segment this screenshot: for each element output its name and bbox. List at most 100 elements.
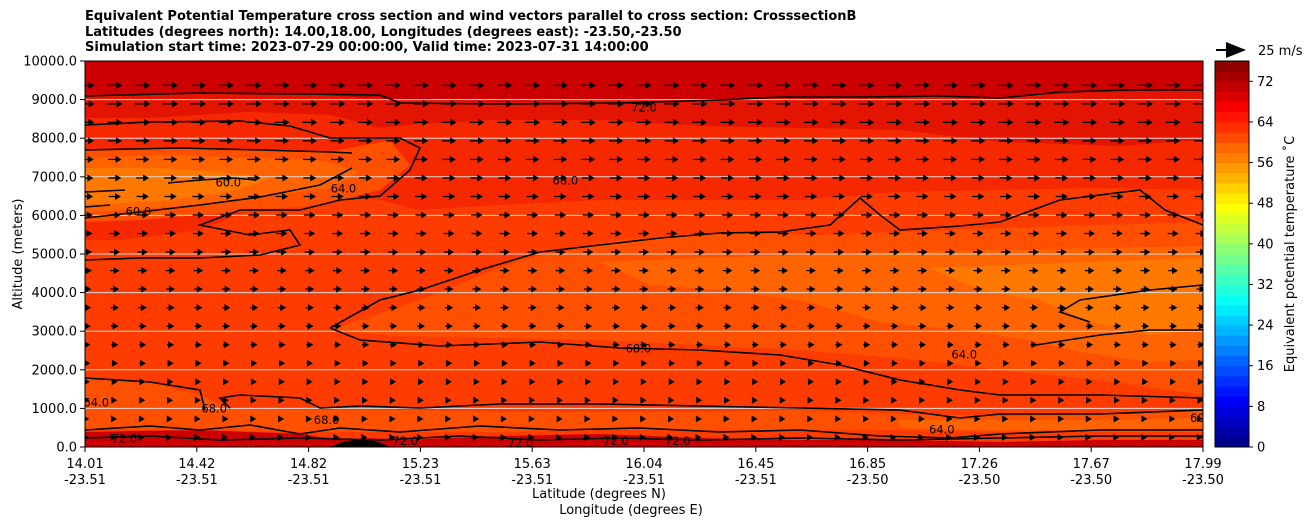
wind-vector [444, 304, 454, 312]
filled-contours: 72.0 68.0 64.0 60.0 60.0 68.0 64.0 64.0 68.0 68.0… [85, 61, 1203, 448]
contour-72-upper [85, 89, 1203, 105]
wind-vector [278, 341, 286, 349]
wind-vector [417, 322, 426, 330]
wind-vector [361, 285, 370, 293]
wind-vector [891, 378, 898, 386]
wind-vector [444, 433, 451, 441]
wind-vector [832, 192, 846, 200]
wind-vector [330, 118, 346, 126]
wind-vector [362, 341, 369, 349]
wind-vector [1026, 81, 1042, 89]
wind-vector [805, 211, 817, 219]
wind-vector [1110, 118, 1125, 126]
wind-vector [638, 248, 650, 256]
wind-vector [1167, 211, 1179, 219]
wind-vector [752, 378, 759, 386]
wind-vector [1141, 341, 1149, 349]
wind-vector [751, 322, 760, 330]
wind-vector [166, 285, 176, 293]
wind-vector [667, 304, 677, 312]
wind-vector [110, 304, 120, 312]
wind-vector [972, 192, 985, 200]
wind-vector [469, 118, 485, 126]
wind-vector [470, 174, 484, 182]
wind-vector [552, 81, 569, 89]
wind-vector [500, 415, 507, 423]
wind-vector [418, 359, 425, 367]
wind-vector [1165, 118, 1181, 126]
colorbar-tick-label: 8 [1257, 400, 1265, 415]
wind-vector [500, 285, 510, 293]
wind-vector [137, 248, 148, 256]
wind-vector [692, 81, 708, 89]
colorbar-segment [1215, 406, 1249, 418]
wind-vector [333, 322, 342, 330]
wind-vector [750, 248, 761, 256]
wind-vector [668, 415, 675, 423]
wind-vector [107, 118, 123, 126]
wind-vector [1112, 248, 1123, 256]
wind-vector [416, 267, 427, 275]
wind-vector [1111, 192, 1124, 200]
wind-vector [414, 174, 428, 182]
wind-vector [330, 81, 346, 89]
wind-vector [888, 174, 902, 182]
wind-vector [248, 230, 260, 238]
wind-vector [138, 322, 147, 330]
contour-label: 64.0 [951, 347, 977, 361]
wind-vector [665, 174, 679, 182]
wind-vector [803, 137, 819, 145]
x-tick-label-lat: 16.04 [625, 457, 662, 472]
wind-vector [724, 396, 731, 404]
wind-vector [526, 192, 539, 200]
wind-vector [974, 396, 981, 404]
contour-60-a [85, 189, 126, 208]
wind-vector [303, 155, 317, 163]
wind-vector [497, 118, 513, 126]
wind-vector [608, 100, 624, 108]
wind-vector [1110, 174, 1124, 182]
contour-label: 72.0 [392, 434, 418, 448]
wind-vector [136, 192, 149, 200]
wind-vector [916, 211, 929, 219]
wind-vector [973, 285, 983, 293]
wind-vector [1028, 230, 1040, 238]
colorbar-segment [1215, 304, 1249, 316]
wind-vector [556, 396, 563, 404]
y-tick-label: 1000.0 [32, 402, 78, 417]
wind-vector [138, 285, 148, 293]
wind-vector [1085, 322, 1094, 330]
wind-vector [724, 341, 732, 349]
wind-vector [1002, 378, 1009, 386]
wind-vector [887, 118, 903, 126]
wind-vector [668, 378, 675, 386]
contour-label: 68.0 [201, 401, 227, 415]
wind-vector [555, 248, 566, 256]
wind-vector [1083, 174, 1097, 182]
contour-68-upper [85, 120, 422, 261]
wind-vector [664, 100, 680, 108]
wind-vector [778, 285, 788, 293]
wind-vector [1165, 81, 1181, 89]
x-tick-label-lat: 15.23 [402, 457, 439, 472]
x-tick-label-lat: 17.99 [1184, 457, 1221, 472]
wind-vector [386, 155, 401, 163]
wind-vector [1138, 174, 1152, 182]
wind-vector [473, 415, 480, 423]
wind-vector [580, 118, 596, 126]
wind-vector [501, 378, 508, 386]
wind-vector [945, 267, 956, 275]
wind-vector [246, 118, 262, 126]
wind-vector [1168, 248, 1179, 256]
wind-vector [1085, 433, 1092, 441]
wind-vector [665, 155, 679, 163]
wind-vector [919, 378, 926, 386]
wind-vector [222, 433, 229, 441]
wind-vector [887, 137, 902, 145]
wind-vector [1137, 100, 1154, 108]
wind-vector [526, 211, 539, 219]
wind-vector [639, 304, 649, 312]
wind-vector [218, 100, 235, 108]
colorbar-tick-label: 72 [1257, 75, 1274, 90]
wind-vector [388, 267, 399, 275]
